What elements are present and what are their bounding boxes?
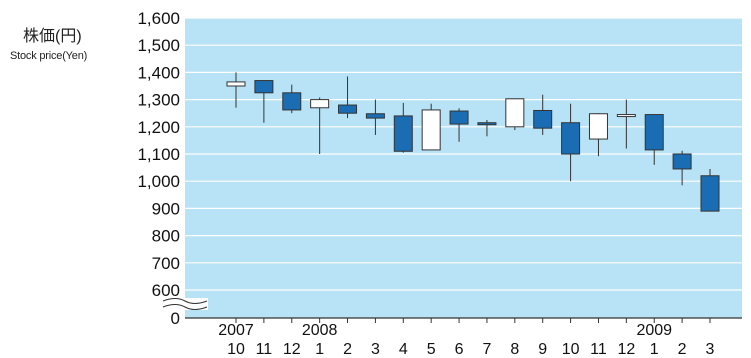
x-month-label: 1 xyxy=(650,341,659,358)
x-month-label: 9 xyxy=(538,341,547,358)
y-tick-label: 900 xyxy=(152,199,180,218)
y-tick-label: 600 xyxy=(152,281,180,300)
x-month-label: 5 xyxy=(427,341,436,358)
y-tick-label: 700 xyxy=(152,254,180,273)
candle-body xyxy=(254,80,274,94)
candle-body xyxy=(644,114,664,151)
axis-break-mark xyxy=(162,303,208,311)
x-month-label: 7 xyxy=(482,341,491,358)
plot-area xyxy=(185,18,742,318)
candle-body xyxy=(588,113,608,140)
x-year-label: 2009 xyxy=(636,322,672,339)
x-year-label: 2007 xyxy=(218,322,254,339)
x-month-label: 6 xyxy=(455,341,464,358)
y-tick-label: 1,300 xyxy=(137,91,180,110)
candle-body xyxy=(310,99,330,109)
candle-body xyxy=(365,113,385,119)
candle-body xyxy=(561,122,581,155)
y-axis-subtitle: Stock price(Yen) xyxy=(10,50,88,62)
axis-break-mark xyxy=(162,297,208,305)
candle-body xyxy=(449,110,469,125)
axis-break-gap xyxy=(162,298,208,310)
candle-body xyxy=(282,92,302,111)
x-month-label: 8 xyxy=(510,341,519,358)
x-month-label: 1 xyxy=(315,341,324,358)
x-month-label: 11 xyxy=(590,341,607,358)
x-year-label: 2008 xyxy=(302,322,338,339)
y-tick-label: 1,500 xyxy=(137,36,180,55)
y-tick-label: 0 xyxy=(171,309,180,328)
x-month-label: 10 xyxy=(227,341,245,358)
candle-body xyxy=(616,114,636,118)
x-month-label: 2 xyxy=(343,341,352,358)
candle-body xyxy=(338,104,358,114)
candle-body xyxy=(393,115,413,152)
x-month-label: 3 xyxy=(706,341,715,358)
y-axis-title: 株価(円) xyxy=(23,28,82,45)
y-tick-label: 1,100 xyxy=(137,145,180,164)
x-month-label: 3 xyxy=(371,341,380,358)
candle-body xyxy=(700,175,720,212)
x-month-label: 10 xyxy=(562,341,580,358)
x-month-label: 12 xyxy=(617,341,635,358)
x-month-label: 11 xyxy=(256,341,273,358)
x-month-label: 4 xyxy=(399,341,408,358)
x-month-label: 2 xyxy=(678,341,687,358)
candle-body xyxy=(505,98,525,128)
candle-body xyxy=(477,122,497,126)
candle-body xyxy=(672,153,692,170)
candle-body xyxy=(226,81,246,87)
y-tick-label: 1,000 xyxy=(137,172,180,191)
x-month-label: 12 xyxy=(283,341,301,358)
y-tick-label: 1,400 xyxy=(137,63,180,82)
candle-body xyxy=(421,109,441,151)
y-tick-label: 800 xyxy=(152,227,180,246)
candle-body xyxy=(533,109,553,129)
y-tick-label: 1,600 xyxy=(137,9,180,28)
y-tick-label: 1,200 xyxy=(137,118,180,137)
